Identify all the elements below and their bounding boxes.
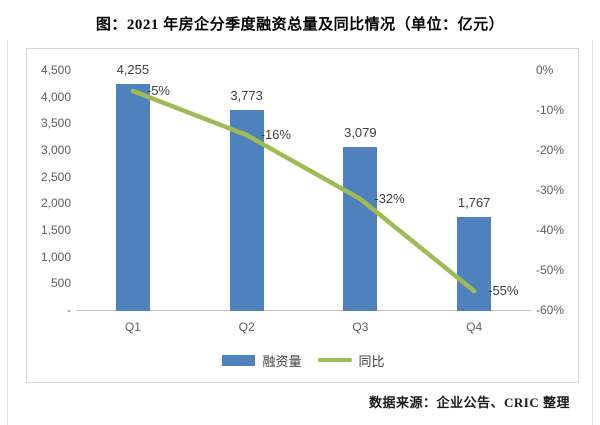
x-axis-label-q4: Q4 <box>466 320 483 334</box>
x-axis-label-q1: Q1 <box>124 320 141 334</box>
bar-q3 <box>343 146 378 311</box>
y-left-tick: 1,000 <box>40 249 71 264</box>
bar-q4 <box>457 216 492 311</box>
y-right-tick: -10% <box>536 103 565 117</box>
y-left-tick: - <box>67 303 71 317</box>
y-left-tick: 4,500 <box>40 63 71 77</box>
legend: 融资量 同比 <box>27 349 580 371</box>
y-right-tick: -20% <box>536 143 565 157</box>
line-value-label: -5% <box>146 83 170 98</box>
y-right-tick: -40% <box>536 223 565 237</box>
plot-area: 4,255 3,773 3,079 1,767 -5% -16% -32% -55% <box>76 62 531 311</box>
y-left-tick: 3,000 <box>40 143 71 157</box>
legend-line-swatch <box>317 358 352 362</box>
x-axis-label-q3: Q3 <box>352 320 369 334</box>
bar-value-label: 4,255 <box>116 62 150 78</box>
bar-q1 <box>115 84 150 311</box>
x-axis-labels: Q1 Q2 Q3 Q4 <box>76 317 531 335</box>
line-value-label: -32% <box>374 191 405 206</box>
y-axis-right: 0% -10% -20% -30% -40% -50% -60% <box>536 63 580 317</box>
chart-container: 4,500 4,000 3,500 3,000 2,500 2,000 1,500 1,000… <box>26 48 579 383</box>
legend-line-label: 同比 <box>358 353 385 369</box>
y-right-tick: -30% <box>536 183 565 197</box>
y-left-tick: 1,500 <box>40 223 71 237</box>
y-right-tick: 0% <box>536 63 554 77</box>
y-left-tick: 2,500 <box>40 169 71 184</box>
y-right-tick: -60% <box>536 303 565 317</box>
y-left-tick: 3,500 <box>40 116 71 131</box>
bar-value-label: 3,773 <box>230 87 263 103</box>
data-source: 数据来源：企业公告、CRIC 整理 <box>369 395 570 410</box>
legend-bar-label: 融资量 <box>262 353 302 369</box>
line-series <box>130 88 477 294</box>
y-left-tick: 4,000 <box>40 89 71 104</box>
legend-bar-swatch <box>222 354 256 366</box>
y-right-tick: -50% <box>536 263 565 277</box>
line-value-label: -55% <box>488 283 519 298</box>
page-frame <box>7 40 593 425</box>
x-axis-label-q2: Q2 <box>238 320 255 334</box>
bar-value-label: 3,079 <box>344 124 377 140</box>
y-axis-left: 4,500 4,000 3,500 3,000 2,500 2,000 1,500 1,000… <box>29 63 71 317</box>
chart-title: 图：2021 年房企分季度融资总量及同比情况（单位：亿元） <box>95 17 505 33</box>
line-value-label: -16% <box>260 127 291 142</box>
y-left-tick: 500 <box>50 276 71 291</box>
y-left-tick: 2,000 <box>40 196 71 211</box>
bar-value-label: 1,767 <box>457 194 491 210</box>
